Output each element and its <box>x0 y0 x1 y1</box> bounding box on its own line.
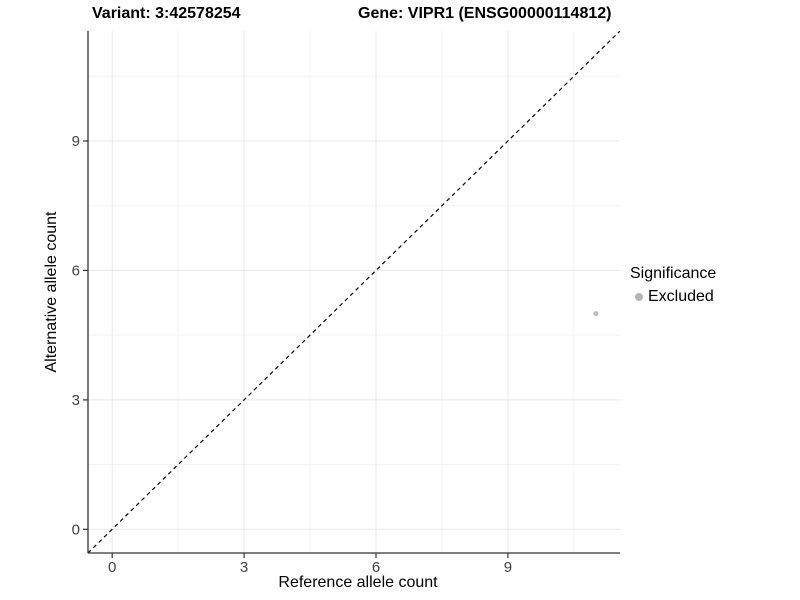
y-tick-label: 0 <box>72 521 80 538</box>
legend-item-excluded: Excluded <box>629 288 716 306</box>
plot-title-variant: Variant: 3:42578254 <box>92 5 241 22</box>
panel-background <box>88 31 620 553</box>
legend-point-icon <box>635 293 643 301</box>
x-axis-title: Reference allele count <box>278 574 438 591</box>
y-tick-label: 3 <box>72 392 80 409</box>
plot-title-gene: Gene: VIPR1 (ENSG00000114812) <box>358 5 612 22</box>
y-axis-title: Alternative allele count <box>43 211 60 373</box>
legend: Significance Excluded <box>629 265 716 306</box>
x-tick-label: 0 <box>108 559 116 576</box>
x-tick-label: 9 <box>504 559 512 576</box>
legend-title: Significance <box>630 265 717 282</box>
legend-item-label: Excluded <box>648 288 714 305</box>
y-tick-label: 9 <box>72 133 80 150</box>
data-point <box>593 311 599 317</box>
x-tick-label: 3 <box>240 559 248 576</box>
y-tick-label: 6 <box>72 262 80 279</box>
x-tick-label: 6 <box>372 559 380 576</box>
